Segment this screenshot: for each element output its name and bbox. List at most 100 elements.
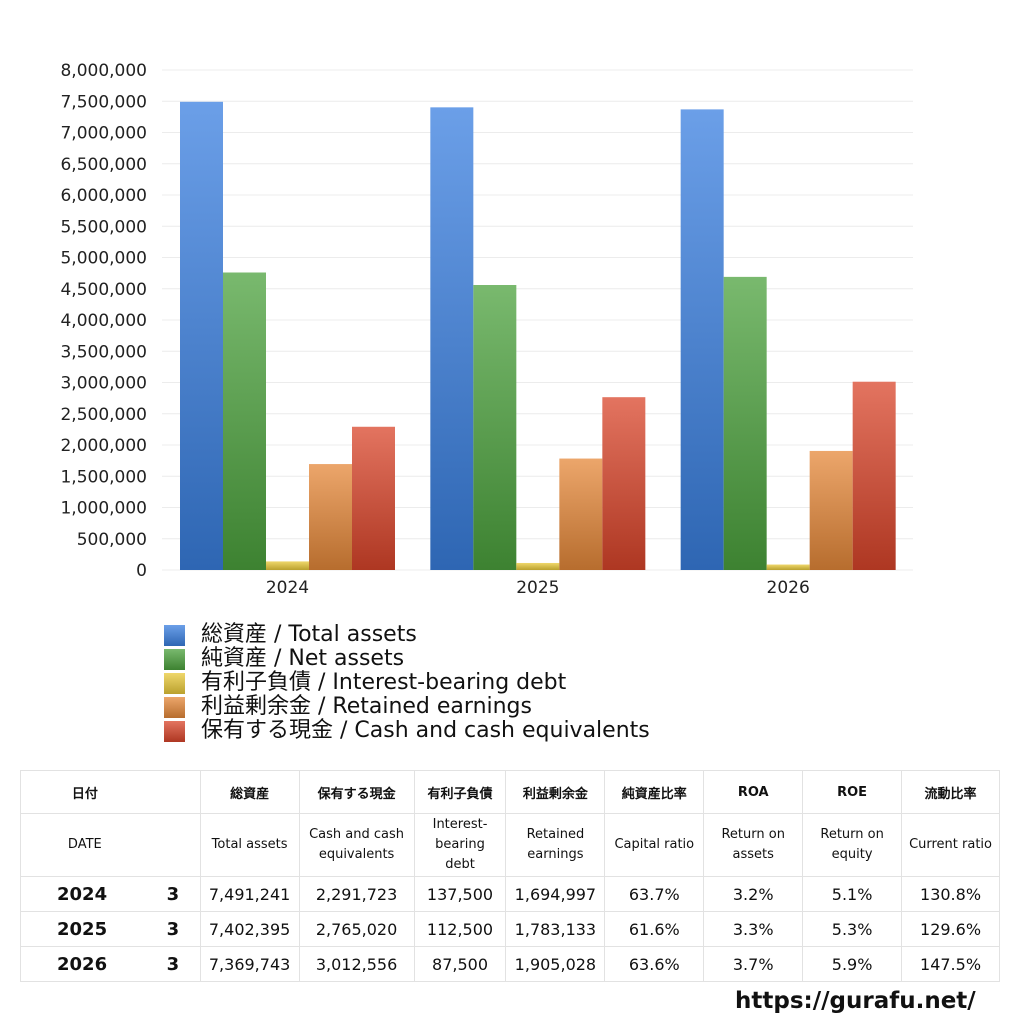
table-row: 2026 3 7,369,743 3,012,556 87,500 1,905,… — [19, 946, 1000, 982]
y-tick-label: 3,000,000 — [60, 374, 147, 394]
table-header-cell: Return on equity — [802, 813, 903, 877]
table-header-cell: ROE — [802, 770, 903, 814]
table-header-cell: 純資産比率 — [604, 770, 705, 814]
table-header-cell: DATE — [19, 813, 149, 877]
table-cell: 3.3% — [703, 911, 804, 947]
bar-2024-series-1[interactable] — [223, 272, 266, 571]
table-header-cell: 日付 — [19, 770, 149, 814]
y-tick-label: 6,500,000 — [60, 155, 147, 175]
table-header-cell: Interest-bearing debt — [413, 813, 507, 877]
y-tick-label: 4,500,000 — [60, 280, 147, 300]
table-header-cell: Retained earnings — [505, 813, 606, 877]
table-header-cell — [148, 770, 201, 814]
legend-label: 利益剰余金 / Retained earnings — [201, 694, 532, 719]
legend: 総資産 / Total assets 純資産 / Net assets 有利子負… — [164, 623, 650, 743]
table-header-cell: 流動比率 — [901, 770, 1000, 814]
bar-2026-series-0[interactable] — [680, 109, 724, 571]
table-cell: 7,369,743 — [199, 946, 300, 982]
bar-2025-series-4[interactable] — [602, 397, 646, 570]
bar-2024-series-4[interactable] — [352, 426, 395, 570]
table-header-cell: 総資産 — [199, 770, 300, 814]
table-cell: 1,783,133 — [505, 911, 606, 947]
bar-2025-series-3[interactable] — [559, 458, 603, 570]
table-cell: 3.7% — [703, 946, 804, 982]
bar-2025-series-2[interactable] — [516, 562, 560, 570]
table-header-cell: 有利子負債 — [413, 770, 507, 814]
table-header-cell: 保有する現金 — [298, 770, 415, 814]
table-cell: 129.6% — [901, 911, 1000, 947]
y-tick-label: 6,000,000 — [60, 186, 147, 206]
table-cell: 5.9% — [802, 946, 903, 982]
table-cell-year: 2024 — [19, 876, 149, 912]
x-category-label: 2024 — [266, 578, 309, 598]
bar-2026-series-3[interactable] — [809, 450, 853, 570]
x-category-label: 2026 — [767, 578, 810, 598]
bar-2024-series-2[interactable] — [266, 561, 309, 570]
y-tick-label: 1,500,000 — [60, 467, 147, 487]
bars — [180, 101, 896, 571]
table-cell: 63.6% — [604, 946, 705, 982]
table-header-en: DATE Total assets Cash and cash equivale… — [19, 813, 1000, 877]
legend-item-cash[interactable]: 保有する現金 / Cash and cash equivalents — [164, 719, 650, 743]
y-tick-label: 5,500,000 — [60, 217, 147, 237]
legend-item-interest-bearing-debt[interactable]: 有利子負債 / Interest-bearing debt — [164, 671, 650, 695]
table-header-jp: 日付 総資産 保有する現金 有利子負債 利益剰余金 純資産比率 ROA ROE … — [19, 770, 1000, 814]
table-cell: 112,500 — [413, 911, 507, 947]
financial-table: 日付 総資産 保有する現金 有利子負債 利益剰余金 純資産比率 ROA ROE … — [19, 770, 1000, 982]
y-tick-label: 4,000,000 — [60, 311, 147, 331]
legend-swatch — [164, 672, 185, 694]
x-axis-categories: 2024 2025 2026 — [266, 578, 810, 598]
y-tick-label: 2,000,000 — [60, 436, 147, 456]
y-tick-label: 8,000,000 — [60, 61, 147, 81]
table-header-cell: ROA — [703, 770, 804, 814]
legend-item-net-assets[interactable]: 純資産 / Net assets — [164, 647, 650, 671]
y-tick-label: 0 — [136, 561, 147, 581]
legend-swatch — [164, 648, 185, 670]
legend-swatch — [164, 720, 185, 742]
table-cell: 2,291,723 — [298, 876, 415, 912]
bar-2025-series-0[interactable] — [430, 107, 474, 570]
legend-swatch — [164, 696, 185, 718]
legend-label: 有利子負債 / Interest-bearing debt — [201, 670, 567, 695]
table-cell: 3.2% — [703, 876, 804, 912]
table-cell: 63.7% — [604, 876, 705, 912]
bar-chart: 0 500,000 1,000,000 1,500,000 2,000,000 2,500… — [60, 61, 913, 598]
bar-2026-series-2[interactable] — [766, 564, 810, 570]
table-cell-month: 3 — [148, 911, 201, 947]
bar-2026-series-1[interactable] — [723, 276, 767, 570]
legend-item-retained-earnings[interactable]: 利益剰余金 / Retained earnings — [164, 695, 650, 719]
legend-swatch — [164, 624, 185, 646]
table-header-cell: Current ratio — [901, 813, 1000, 877]
table-cell: 7,402,395 — [199, 911, 300, 947]
y-tick-label: 7,500,000 — [60, 92, 147, 112]
y-tick-label: 2,500,000 — [60, 405, 147, 425]
table-cell: 147.5% — [901, 946, 1000, 982]
y-tick-label: 7,000,000 — [60, 124, 147, 144]
bar-2024-series-0[interactable] — [180, 101, 223, 571]
y-tick-label: 1,000,000 — [60, 499, 147, 519]
table-row: 2025 3 7,402,395 2,765,020 112,500 1,783… — [19, 911, 1000, 947]
gridlines — [162, 69, 913, 571]
x-category-label: 2025 — [516, 578, 559, 598]
legend-label: 保有する現金 / Cash and cash equivalents — [201, 718, 650, 743]
table-cell: 61.6% — [604, 911, 705, 947]
table-cell: 1,694,997 — [505, 876, 606, 912]
bar-2025-series-1[interactable] — [473, 285, 517, 570]
bar-2024-series-3[interactable] — [309, 464, 352, 570]
table-cell: 130.8% — [901, 876, 1000, 912]
table-header-cell: Return on assets — [703, 813, 804, 877]
table-cell: 5.3% — [802, 911, 903, 947]
legend-item-total-assets[interactable]: 総資産 / Total assets — [164, 623, 650, 647]
y-tick-label: 500,000 — [77, 530, 147, 550]
source-url[interactable]: https://gurafu.net/ — [735, 988, 976, 1014]
table-cell: 1,905,028 — [505, 946, 606, 982]
table-cell-month: 3 — [148, 876, 201, 912]
y-axis-ticks: 0 500,000 1,000,000 1,500,000 2,000,000 2,500… — [60, 61, 147, 581]
legend-label: 総資産 / Total assets — [201, 622, 417, 647]
table-cell-month: 3 — [148, 946, 201, 982]
table-header-cell: Total assets — [199, 813, 300, 877]
table-header-cell: 利益剰余金 — [505, 770, 606, 814]
table-header-cell: Capital ratio — [604, 813, 705, 877]
table-header-cell: Cash and cash equivalents — [298, 813, 415, 877]
bar-2026-series-4[interactable] — [852, 381, 896, 570]
